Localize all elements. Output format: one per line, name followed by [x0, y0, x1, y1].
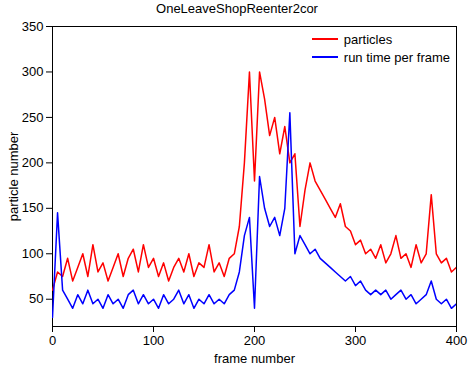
- svg-text:200: 200: [22, 155, 44, 170]
- svg-text:300: 300: [22, 64, 44, 79]
- svg-text:300: 300: [345, 333, 367, 348]
- svg-text:100: 100: [143, 333, 165, 348]
- html-text:particles: particles: [343, 31, 393, 47]
- svg-text:100: 100: [22, 246, 44, 261]
- svg-text:200: 200: [244, 333, 266, 348]
- svg-text:50: 50: [29, 291, 43, 306]
- svg-text:frame number: frame number: [214, 351, 296, 366]
- svg-text:0: 0: [49, 333, 56, 348]
- svg-text:250: 250: [22, 110, 44, 125]
- svg-text:150: 150: [22, 200, 44, 215]
- svg-text:400: 400: [446, 333, 468, 348]
- svg-text:particle number: particle number: [6, 131, 21, 221]
- html-text:OneLeaveShopReenter2cor: OneLeaveShopReenter2cor: [156, 1, 318, 16]
- svg-text:350: 350: [22, 19, 44, 34]
- html-text:run time per frame: run time per frame: [343, 49, 450, 65]
